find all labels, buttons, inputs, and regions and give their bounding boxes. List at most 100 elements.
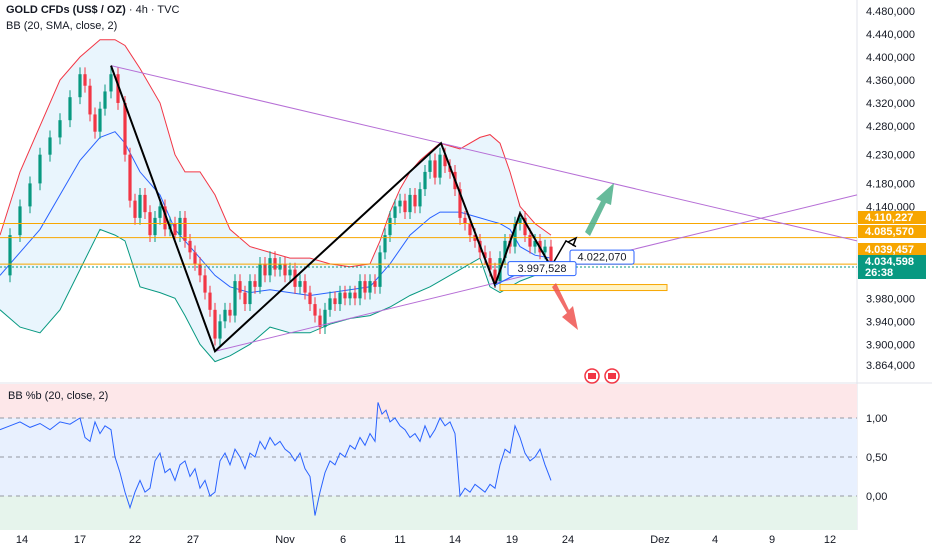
price-tick-label: 4.320,000 [866, 98, 915, 110]
candle-body [128, 154, 132, 201]
price-tick-label: 3.900,000 [866, 339, 915, 351]
price-tick-label: 3.864,000 [866, 360, 915, 372]
candle-body [318, 315, 322, 328]
price-tick-label: 3.980,000 [866, 293, 915, 305]
time-tick-label: 9 [769, 534, 775, 546]
candle-body [263, 263, 267, 276]
price-tag-box [858, 225, 926, 238]
projection-path [550, 239, 577, 268]
candle-body [393, 206, 397, 218]
time-tick-label: Dez [650, 534, 670, 546]
time-tick-label: 6 [340, 534, 346, 546]
candle-body [523, 217, 527, 236]
candle-body [303, 281, 307, 293]
candle-body [233, 281, 237, 316]
time-tick-label: 14 [16, 534, 28, 546]
candle-body [153, 217, 157, 236]
interval-label: 4h [135, 4, 148, 16]
time-tick-label: 11 [394, 534, 405, 546]
candle-body [198, 263, 202, 276]
candle-body [503, 240, 507, 259]
price-tick-label: 4.360,000 [866, 75, 915, 87]
candle-body [358, 281, 362, 299]
candle-body [468, 223, 472, 236]
price-callout-label: 3.997,528 [518, 263, 567, 275]
pctb-series [0, 402, 552, 516]
candle-body [158, 206, 162, 218]
candle-body [163, 206, 167, 230]
price-tag-box [858, 255, 926, 268]
candle-body [109, 74, 113, 92]
candle-body [313, 304, 317, 316]
candle-body [78, 74, 82, 98]
candle-body [48, 137, 52, 155]
candle-body [213, 309, 217, 339]
candle-body [283, 263, 287, 276]
bullish-arrow-icon [585, 183, 614, 236]
candle-body [58, 120, 62, 138]
candle-body [333, 298, 337, 305]
candle-body [528, 235, 532, 247]
candle-body [123, 102, 127, 155]
price-tick-label: 4.280,000 [866, 121, 915, 133]
price-tag-box [858, 243, 926, 256]
projection-arrowhead [567, 236, 578, 247]
pctb-tick-label: 0,50 [866, 452, 887, 464]
pctb-tick-label: 0,00 [866, 491, 887, 503]
candle-body [423, 171, 427, 190]
candle-body [138, 194, 142, 218]
candle-body [368, 281, 372, 293]
zigzag-pattern [110, 65, 552, 353]
candle-body [8, 235, 12, 276]
bearish-arrow-icon [552, 283, 578, 330]
time-tick-label: Nov [275, 534, 295, 546]
candle-body [458, 189, 462, 218]
candle-body [338, 292, 342, 305]
price-callout-box [507, 261, 577, 277]
candle-body [208, 292, 212, 310]
time-tick-label: 14 [449, 534, 461, 546]
candle-body [549, 246, 553, 264]
price-tag-box [858, 266, 926, 279]
bb-upper-line [0, 39, 552, 268]
bb-lower-line [0, 228, 552, 363]
price-tag-box [858, 211, 926, 224]
bb-fill [0, 39, 551, 362]
candle-body [363, 281, 367, 293]
candle-body [183, 217, 187, 241]
candle-body [463, 217, 467, 224]
candle-body [323, 309, 327, 328]
time-tick-label: 22 [129, 534, 141, 546]
candle-body [83, 74, 87, 86]
candle-body [68, 97, 72, 121]
time-tick-label: 12 [824, 534, 836, 546]
candle-body [98, 108, 102, 132]
price-tick-label: 3.940,000 [866, 316, 915, 328]
symbol-name: GOLD CFDs (US$ / OZ) [6, 4, 126, 16]
candle-body [533, 240, 537, 247]
candle-body [433, 160, 437, 178]
price-tick-label: 4.440,000 [866, 29, 915, 41]
price-tag-label: 26:38 [865, 267, 893, 279]
price-tag-label: 4.039,457 [865, 244, 914, 256]
candle-body [258, 263, 262, 287]
candle-body [378, 252, 382, 287]
candle-body [373, 281, 377, 287]
price-tag-label: 4.085,570 [865, 226, 914, 238]
candle-body [103, 91, 107, 109]
candle-body [173, 223, 177, 236]
pctb-indicator-label[interactable]: BB %b (20, close, 2) [8, 390, 109, 402]
candle-body [18, 206, 22, 236]
bb-indicator-label[interactable]: BB (20, SMA, close, 2) [6, 20, 118, 32]
pctb-line [0, 402, 552, 516]
drawings: 4.022,070 3.997,528 [0, 65, 858, 384]
candle-body [143, 194, 147, 213]
candle-body [218, 321, 222, 339]
candle-body [328, 298, 332, 310]
candle-body [288, 269, 292, 276]
price-tag-label: 4.034,598 [865, 256, 914, 268]
price-tag-label: 4.110,227 [865, 212, 913, 224]
candle-body [253, 281, 257, 287]
candle-body [483, 252, 487, 259]
